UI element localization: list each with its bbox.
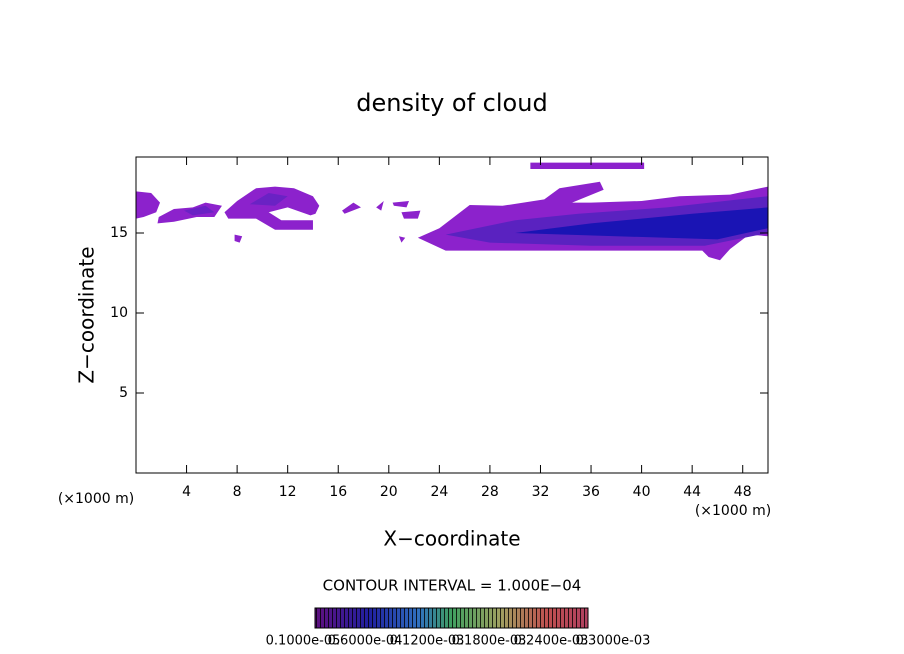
x-tick-label: 32 — [532, 484, 550, 500]
chart-title: density of cloud — [356, 89, 547, 117]
contour-region — [401, 210, 421, 219]
contour-region — [136, 191, 161, 219]
colorbar-label: 0.6000e-04 — [328, 634, 403, 649]
colorbar-label: 0.3000e-03 — [576, 634, 651, 649]
contour-region — [342, 202, 361, 214]
contour-region — [398, 236, 406, 243]
x-unit-label: (×1000 m) — [695, 503, 771, 519]
contour-region — [376, 201, 384, 211]
x-tick-label: 4 — [182, 484, 191, 500]
plot-frame — [135, 156, 769, 474]
colorbar-stripes — [314, 607, 589, 629]
contour-region — [392, 201, 410, 208]
contour-region — [530, 162, 645, 169]
x-tick-label: 8 — [233, 484, 242, 500]
x-tick-label: 20 — [380, 484, 398, 500]
colorbar-label: 0.2400e-03 — [514, 634, 589, 649]
colorbar-label: 0.1800e-03 — [452, 634, 527, 649]
x-axis-label: X−coordinate — [383, 527, 520, 551]
x-tick-label: 24 — [430, 484, 448, 500]
x-tick-label: 36 — [582, 484, 600, 500]
y-axis-label: Z−coordinate — [75, 246, 99, 383]
x-tick-label: 12 — [279, 484, 297, 500]
y-tick-label: 5 — [119, 385, 128, 401]
x-unit-label: (×1000 m) — [58, 491, 134, 507]
x-tick-label: 16 — [329, 484, 347, 500]
contour-region — [234, 234, 243, 243]
contour-region — [249, 193, 288, 206]
plot-area — [136, 162, 768, 261]
colorbar-label: 0.1200e-03 — [390, 634, 465, 649]
x-tick-label: 44 — [683, 484, 701, 500]
contour-region — [184, 205, 215, 216]
contour-region — [224, 186, 320, 230]
colorbar-label: 0.1000e-05 — [266, 634, 341, 649]
x-tick-label: 48 — [734, 484, 752, 500]
x-tick-label: 28 — [481, 484, 499, 500]
y-tick-label: 15 — [110, 225, 128, 241]
x-tick-label: 40 — [633, 484, 651, 500]
y-tick-label: 10 — [110, 305, 128, 321]
contour-region — [515, 207, 768, 240]
contour-note: CONTOUR INTERVAL = 1.000E−04 — [323, 577, 582, 595]
